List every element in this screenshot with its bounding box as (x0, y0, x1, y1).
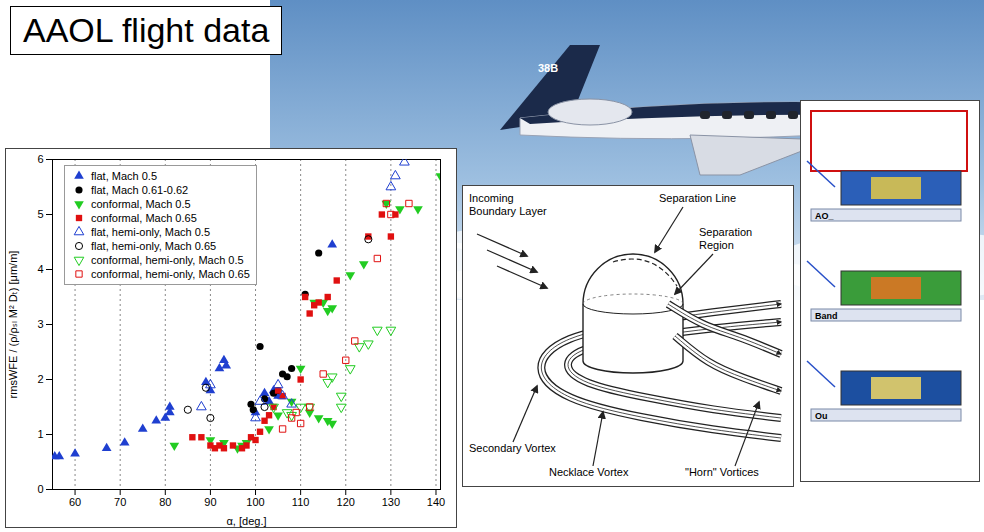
svg-text:110: 110 (292, 496, 310, 508)
html-text:flat, Mach 0.61-0.62: flat, Mach 0.61-0.62 (91, 184, 189, 196)
html-text:conformal, Mach 0.65: conformal, Mach 0.65 (91, 212, 197, 224)
svg-text:60: 60 (69, 496, 81, 508)
svg-text:"Horn" Vortices: "Horn" Vortices (685, 466, 759, 478)
svg-text:SeparationRegion: SeparationRegion (699, 226, 752, 251)
svg-text:80: 80 (159, 496, 171, 508)
html-text:flat, hemi-only, Mach 0.65: flat, hemi-only, Mach 0.65 (91, 240, 217, 252)
svg-text:α, [deg.]: α, [deg.] (227, 515, 267, 527)
svg-text:90: 90 (204, 496, 216, 508)
svg-text:140: 140 (427, 496, 445, 508)
svg-text:AO_: AO_ (815, 211, 835, 221)
svg-text:5: 5 (37, 208, 43, 220)
html-text:flat, Mach 0.5: flat, Mach 0.5 (91, 170, 157, 182)
html-text:flat, hemi-only, Mach 0.5: flat, hemi-only, Mach 0.5 (91, 226, 210, 238)
html-text:conformal, hemi-only, Mach 0.5: conformal, hemi-only, Mach 0.5 (91, 254, 244, 266)
svg-text:rmsWFE / (ρ/ρₛₗ M² Dₜ) [μm/m]: rmsWFE / (ρ/ρₛₗ M² Dₜ) [μm/m] (7, 251, 19, 399)
svg-text:6: 6 (37, 153, 43, 165)
svg-text:1: 1 (37, 428, 43, 440)
svg-text:130: 130 (382, 496, 400, 508)
svg-text:Ou: Ou (815, 411, 828, 421)
svg-text:100: 100 (246, 496, 264, 508)
svg-text:0: 0 (37, 483, 43, 495)
svg-text:4: 4 (37, 263, 43, 275)
svg-text:3: 3 (37, 318, 43, 330)
svg-text:Secondary Vortex: Secondary Vortex (469, 442, 556, 454)
svg-text:IncomingBoundary Layer: IncomingBoundary Layer (469, 192, 547, 217)
svg-text:120: 120 (337, 496, 355, 508)
html-text:conformal, Mach 0.5: conformal, Mach 0.5 (91, 198, 191, 210)
svg-text:Separation Line: Separation Line (659, 192, 736, 204)
html-text:conformal, hemi-only, Mach 0.6: conformal, hemi-only, Mach 0.65 (91, 268, 250, 280)
svg-text:38B: 38B (538, 62, 558, 74)
svg-text:Necklace Vortex: Necklace Vortex (549, 466, 629, 478)
svg-text:Band: Band (815, 311, 838, 321)
svg-text:70: 70 (114, 496, 126, 508)
svg-text:2: 2 (37, 373, 43, 385)
html-text:AAOL flight data: AAOL flight data (23, 11, 270, 49)
